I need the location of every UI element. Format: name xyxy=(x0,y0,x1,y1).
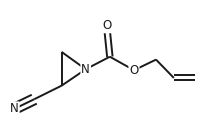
Text: N: N xyxy=(10,102,19,115)
Text: O: O xyxy=(102,19,111,32)
Text: O: O xyxy=(129,64,138,77)
Text: N: N xyxy=(81,63,90,76)
